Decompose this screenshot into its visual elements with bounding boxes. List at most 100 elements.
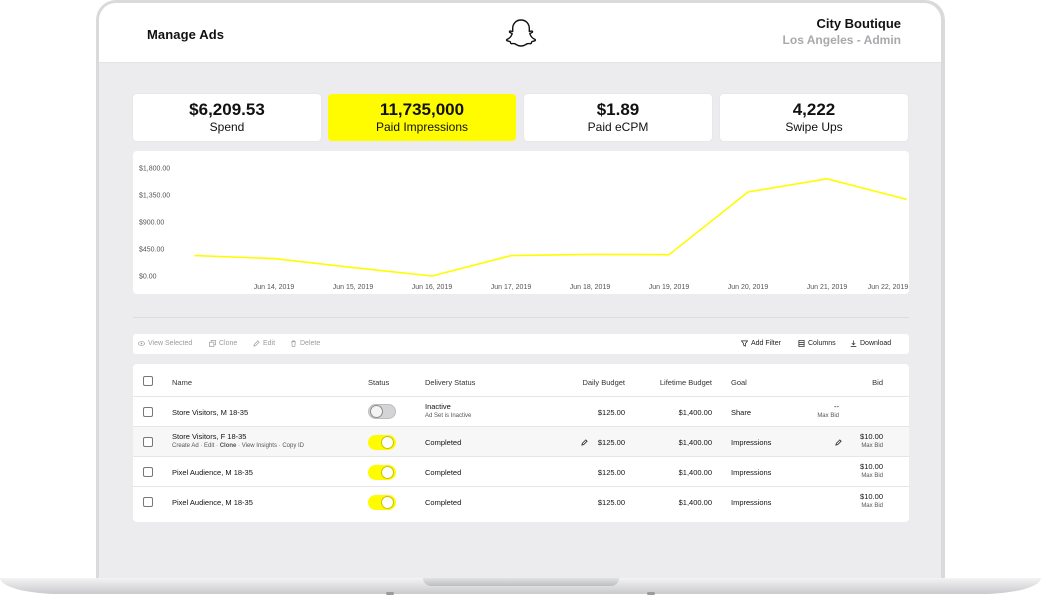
chart-svg: $1,800.00 $1,350.00 $900.00 $450.00 $0.00 Jun… — [139, 166, 908, 292]
lifetime-budget: $1,400.00 — [678, 468, 712, 477]
download-button[interactable]: Download — [850, 340, 891, 347]
toggle-knob — [382, 437, 393, 448]
download-icon — [850, 340, 857, 347]
performance-chart: $1,800.00 $1,350.00 $900.00 $450.00 $0.00 Jun… — [133, 151, 909, 294]
x-tick-label: Jun 20, 2019 — [728, 284, 769, 291]
bid-label: Max Bid — [817, 413, 839, 419]
delivery-status-text: Inactive — [425, 402, 451, 411]
lifetime-budget: $1,400.00 — [678, 498, 712, 507]
data-point — [194, 254, 196, 257]
view-selected-label: View Selected — [148, 340, 193, 347]
snapchat-ghost-logo[interactable] — [503, 16, 539, 52]
edit-button[interactable]: Edit — [253, 340, 275, 347]
account-location: Los Angeles - Admin — [782, 33, 901, 47]
select-all-checkbox[interactable] — [143, 376, 153, 386]
table-row[interactable]: Pixel Audience, M 18-35 Completed $125.0… — [133, 457, 909, 487]
goal: Impressions — [731, 498, 772, 507]
page-title: Manage Ads — [147, 27, 225, 42]
edit-label: Edit — [263, 340, 276, 347]
header-daily-budget[interactable]: Daily Budget — [582, 378, 625, 387]
ad-set-name[interactable]: Pixel Audience, M 18-35 — [172, 498, 253, 507]
data-point — [668, 253, 670, 256]
app-header: Manage Ads City Boutique Los Angeles - A… — [99, 3, 941, 63]
header-delivery-status[interactable]: Delivery Status — [425, 378, 476, 387]
header-name[interactable]: Name — [172, 378, 193, 387]
header-bid[interactable]: Bid — [872, 378, 883, 387]
columns-button[interactable]: Columns — [798, 340, 836, 347]
row-checkbox[interactable] — [143, 407, 153, 417]
x-tick-label: Jun 21, 2019 — [807, 284, 848, 291]
add-filter-button[interactable]: Add Filter — [741, 340, 781, 347]
toggle-knob — [382, 497, 393, 508]
y-tick-label: $450.00 — [139, 247, 164, 254]
daily-budget: $125.00 — [597, 468, 625, 477]
series-line — [194, 177, 907, 277]
copy-icon — [209, 340, 216, 347]
section-divider — [133, 317, 909, 318]
stat-value: $6,209.53 — [189, 100, 265, 119]
data-point — [352, 266, 354, 269]
status-toggle[interactable] — [368, 435, 396, 450]
data-point — [747, 191, 749, 193]
lifetime-budget: $1,400.00 — [678, 438, 712, 447]
bid-value: $10.00 — [860, 432, 883, 441]
x-tick-label: Jun 18, 2019 — [570, 284, 611, 291]
row-checkbox[interactable] — [143, 437, 153, 447]
bid-label: Max Bid — [861, 473, 883, 479]
account-switcher[interactable]: City Boutique Los Angeles - Admin — [783, 16, 901, 47]
ad-set-name[interactable]: Store Visitors, M 18-35 — [172, 408, 249, 417]
stat-card-paid-ecpm[interactable]: $1.89 Paid eCPM — [524, 94, 712, 141]
ad-set-name[interactable]: Store Visitors, F 18-35 — [172, 432, 247, 441]
view-insights-link[interactable]: View Insights — [241, 443, 277, 449]
data-point — [273, 257, 275, 260]
stat-label: Paid eCPM — [587, 120, 649, 134]
ad-set-name[interactable]: Pixel Audience, M 18-35 — [172, 468, 253, 477]
stat-value: $1.89 — [596, 100, 640, 119]
goal: Impressions — [731, 438, 772, 447]
create-ad-link[interactable]: Create Ad — [172, 443, 199, 449]
bid: $10.00 Max Bid — [833, 492, 883, 509]
clone-label: Clone — [219, 340, 238, 347]
account-name: City Boutique — [816, 16, 902, 31]
toggle-knob — [371, 406, 382, 417]
delete-button[interactable]: Delete — [290, 340, 320, 347]
table-toolbar: View Selected Clone Edit Delete Add Filt… — [133, 334, 909, 354]
laptop-base — [0, 578, 1041, 594]
table-row[interactable]: Store Visitors, F 18-35 Create Ad · Edit… — [133, 427, 909, 457]
toggle-knob — [382, 467, 393, 478]
x-tick-label: Jun 19, 2019 — [649, 284, 690, 291]
clone-button[interactable]: Clone — [209, 340, 237, 347]
data-point — [826, 178, 828, 180]
status-toggle[interactable] — [368, 495, 396, 510]
status-toggle[interactable] — [368, 465, 396, 480]
row-checkbox[interactable] — [143, 497, 153, 507]
ad-sets-table: Name Status Delivery Status Daily Budget… — [133, 364, 909, 522]
daily-budget: $125.00 — [597, 438, 625, 447]
stat-card-paid-impressions[interactable]: 11,735,000 Paid Impressions — [328, 94, 516, 141]
stat-card-spend[interactable]: $6,209.53 Spend — [133, 94, 321, 141]
edit-budget-pencil-icon[interactable] — [581, 439, 588, 446]
edit-bid-pencil-icon[interactable] — [835, 439, 842, 446]
stat-card-swipe-ups[interactable]: 4,222 Swipe Ups — [720, 94, 908, 141]
view-selected-button[interactable]: View Selected — [138, 340, 192, 347]
bid: -- Max Bid — [813, 402, 839, 419]
download-label: Download — [860, 340, 892, 347]
edit-link[interactable]: Edit — [204, 443, 215, 449]
copy-id-link[interactable]: Copy ID — [282, 443, 305, 449]
columns-label: Columns — [808, 340, 836, 347]
table-row[interactable]: Pixel Audience, M 18-35 Completed $125.0… — [133, 487, 909, 517]
header-lifetime-budget[interactable]: Lifetime Budget — [659, 378, 712, 387]
clone-link[interactable]: Clone — [219, 443, 237, 449]
bid-label: Max Bid — [861, 503, 883, 509]
stat-value: 11,735,000 — [379, 100, 465, 119]
row-checkbox[interactable] — [143, 467, 153, 477]
lifetime-budget: $1,400.00 — [678, 408, 712, 417]
data-point — [431, 275, 433, 277]
header-goal[interactable]: Goal — [731, 378, 747, 387]
header-status[interactable]: Status — [368, 378, 390, 387]
table-row[interactable]: Store Visitors, M 18-35 Inactive Ad Set … — [133, 397, 909, 427]
y-tick-label: $0.00 — [139, 274, 157, 281]
add-filter-label: Add Filter — [751, 340, 781, 347]
bid: $10.00 Max Bid — [833, 432, 883, 449]
status-toggle[interactable] — [368, 404, 396, 419]
